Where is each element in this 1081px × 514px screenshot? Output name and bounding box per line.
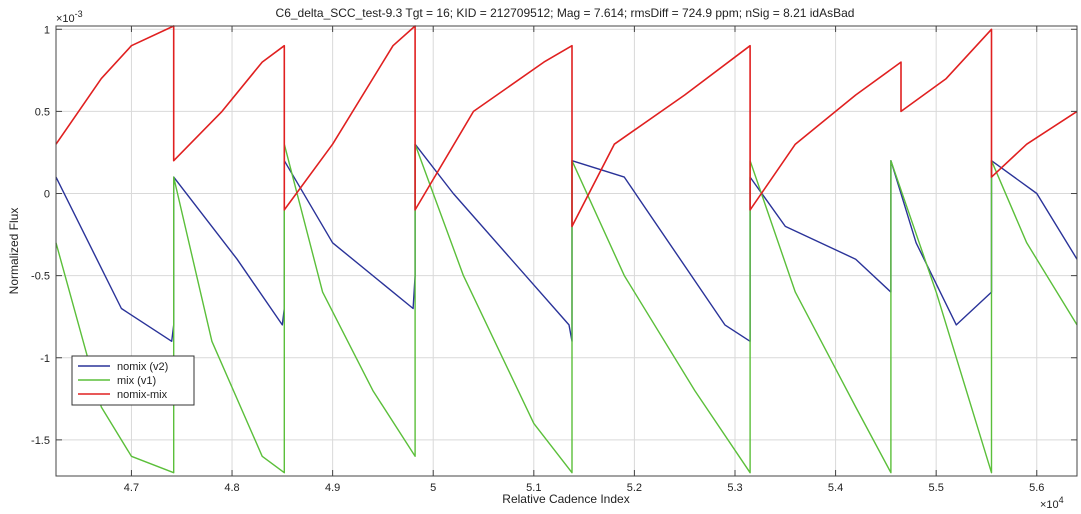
y-tick-label: -1 [40,353,50,365]
x-tick-label: 5.5 [929,482,944,494]
x-tick-label: 4.9 [325,482,340,494]
grid-lines [56,26,1077,476]
series-line-mix-v1 [55,143,1078,474]
x-axis-ticks: 4.7 4.8 4.9 5 5.1 5.2 5.3 5.4 5.5 5.6 [124,26,1044,494]
plot-frame [55,25,1078,477]
y-tick-label: 1 [44,24,50,36]
y-exponent-base: ×10 [56,13,75,25]
series-line-nomix-mix [55,25,1078,228]
y-tick-label: -1.5 [31,435,50,447]
x-tick-label: 5.2 [627,482,642,494]
x-tick-label: 5.6 [1029,482,1044,494]
y-tick-label: -0.5 [31,271,50,283]
x-tick-label: 5.4 [828,482,843,494]
chart-title: C6_delta_SCC_test-9.3 Tgt = 16; KID = 21… [276,6,855,20]
x-tick-label: 5 [430,482,436,494]
y-tick-label: 0.5 [35,106,50,118]
x-exponent-base: ×10 [1040,499,1059,511]
legend: nomix (v2) mix (v1) nomix-mix [71,355,195,406]
series-layer [55,25,1078,474]
x-tick-label: 4.8 [224,482,239,494]
x-axis-exponent: ×104 [1040,495,1064,511]
x-tick-label: 5.3 [727,482,742,494]
legend-label-nomix-mix: nomix-mix [117,389,168,401]
legend-label-mix-v1: mix (v1) [117,375,156,387]
y-exponent-power: -3 [75,9,83,19]
y-axis-ticks: 1 0.5 0 -0.5 -1 -1.5 [31,24,1077,447]
x-tick-label: 5.1 [526,482,541,494]
y-axis-exponent: ×10-3 [56,9,83,25]
y-tick-label: 0 [44,189,50,201]
legend-label-nomix-v2: nomix (v2) [117,361,168,373]
y-axis-label: Normalized Flux [7,208,21,295]
plot-area [56,26,1077,476]
x-axis-label: Relative Cadence Index [502,492,629,506]
x-tick-label: 4.7 [124,482,139,494]
x-exponent-power: 4 [1059,495,1064,505]
